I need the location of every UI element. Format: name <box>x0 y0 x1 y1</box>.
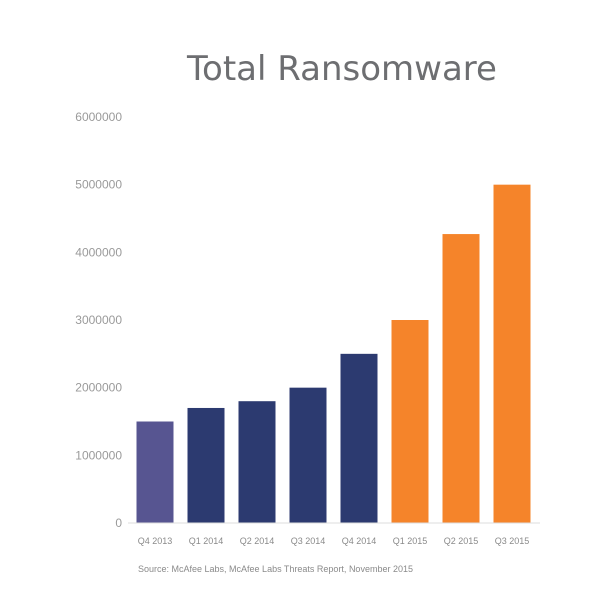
x-tick-label: Q3 2015 <box>495 536 530 546</box>
y-tick-label: 5000000 <box>75 178 122 192</box>
chart-title: Total Ransomware <box>186 49 497 89</box>
bars <box>136 184 531 523</box>
bar <box>187 407 225 523</box>
bar <box>442 234 480 523</box>
y-tick-label: 0 <box>115 516 122 530</box>
x-tick-label: Q3 2014 <box>291 536 326 546</box>
y-axis: 0 1000000 2000000 3000000 4000000 5000000 6000… <box>75 110 122 530</box>
x-tick-label: Q2 2015 <box>444 536 479 546</box>
x-tick-label: Q1 2014 <box>189 536 224 546</box>
y-tick-label: 1000000 <box>75 448 122 462</box>
bar <box>238 401 276 523</box>
bar <box>493 184 531 523</box>
y-tick-label: 2000000 <box>75 381 122 395</box>
y-tick-label: 4000000 <box>75 245 122 259</box>
y-tick-label: 3000000 <box>75 313 122 327</box>
x-tick-label: Q4 2014 <box>342 536 377 546</box>
x-tick-label: Q2 2014 <box>240 536 275 546</box>
bar <box>136 421 174 523</box>
bar <box>289 387 327 523</box>
bar <box>340 353 378 523</box>
x-tick-label: Q4 2013 <box>138 536 173 546</box>
x-axis: Q4 2013 Q1 2014 Q2 2014 Q3 2014 Q4 2014 Q1 20… <box>138 536 530 546</box>
source-note: Source: McAfee Labs, McAfee Labs Threats… <box>138 564 413 574</box>
y-tick-label: 6000000 <box>75 110 122 124</box>
x-tick-label: Q1 2015 <box>393 536 428 546</box>
bar <box>391 320 429 523</box>
